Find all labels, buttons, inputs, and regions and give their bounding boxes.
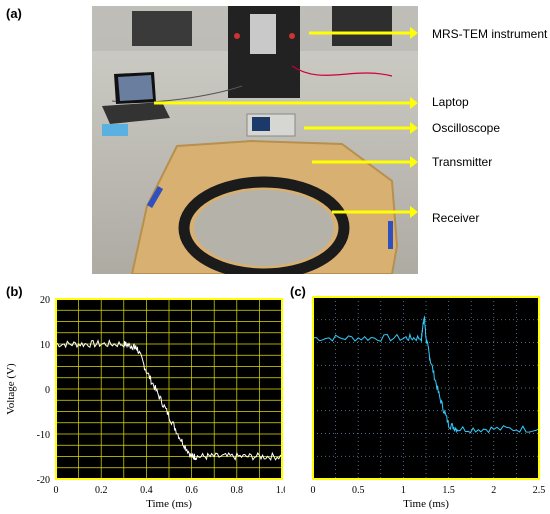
y-tick-label: -10	[37, 430, 50, 441]
plot-c: 0 0.5 1 1.5 2 2.5 Time (ms)	[311, 296, 546, 510]
series-line	[312, 315, 540, 434]
laptop-display	[118, 75, 153, 101]
plot-b: 0 0.2 0.4 0.6 0.8 1.0 Time (ms) 20 10 0 -10 -20 Volt…	[5, 295, 285, 510]
blue-tape	[388, 221, 393, 249]
y-tick-label: 20	[40, 295, 50, 306]
x-tick-label: 0	[311, 485, 316, 496]
x-tick-label: 0.5	[352, 485, 365, 496]
x-tick-label: 1	[401, 485, 406, 496]
panel-label-a: (a)	[6, 6, 22, 21]
callout-oscilloscope: Oscilloscope	[432, 121, 501, 135]
x-tick-label: 0	[54, 485, 59, 496]
x-tick-label: 2	[491, 485, 496, 496]
receiver-coil	[178, 176, 350, 274]
y-tick-label: 0	[45, 385, 50, 396]
case-right	[332, 6, 392, 46]
instrument-knob	[234, 33, 240, 39]
plot-frame	[312, 296, 540, 480]
x-tick-label: 2.5	[533, 485, 546, 496]
series-line	[55, 338, 283, 462]
plot-frame	[55, 298, 283, 480]
y-axis-label: Voltage (V)	[5, 363, 17, 415]
instrument-knob	[289, 33, 295, 39]
y-tick-label: -20	[37, 475, 50, 486]
instrument-screen	[250, 14, 276, 54]
small-device	[102, 124, 128, 136]
cable	[291, 65, 393, 77]
laptop-base	[102, 102, 170, 124]
callout-instrument: MRS-TEM instrument	[432, 27, 548, 41]
callout-arrows	[154, 27, 418, 218]
y-tick-label: 10	[40, 340, 50, 351]
callout-transmitter: Transmitter	[432, 155, 493, 169]
callout-laptop: Laptop	[432, 95, 469, 109]
arrow-laptop-head	[410, 97, 418, 109]
experiment-photo	[92, 6, 418, 274]
x-axis-label: Time (ms)	[403, 498, 449, 510]
callout-receiver: Receiver	[432, 211, 480, 225]
oscilloscope-screen	[252, 117, 270, 131]
arrow-transmitter-head	[410, 156, 418, 168]
receiver-inner	[194, 190, 334, 266]
x-tick-label: 0.4	[140, 485, 153, 496]
blue-tape	[146, 185, 164, 209]
x-tick-label: 0.2	[95, 485, 108, 496]
panel-label-b: (b)	[6, 284, 23, 299]
x-tick-label: 0.6	[185, 485, 198, 496]
x-tick-label: 1.0	[276, 485, 285, 496]
arrow-receiver-head	[410, 206, 418, 218]
arrow-instrument-head	[410, 27, 418, 39]
x-tick-label: 1.5	[442, 485, 455, 496]
case-left	[132, 11, 192, 46]
arrow-oscilloscope-head	[410, 122, 418, 134]
panel-label-c: (c)	[290, 284, 306, 299]
x-axis-label: Time (ms)	[146, 498, 192, 510]
x-tick-label: 0.8	[231, 485, 244, 496]
